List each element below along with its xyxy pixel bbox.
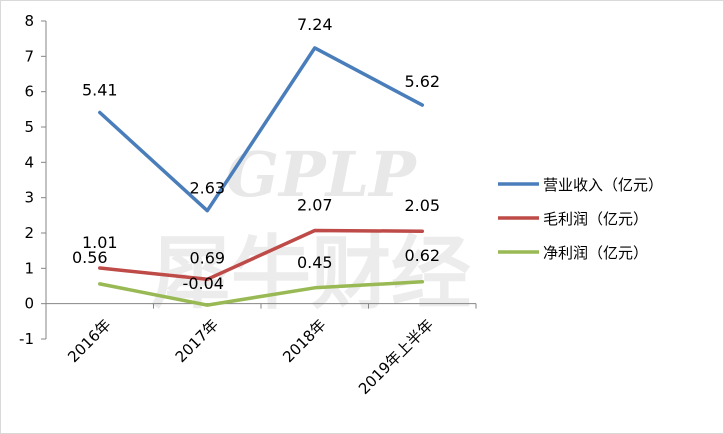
y-tick-label: -1 [19, 330, 34, 348]
data-label: 1.01 [82, 233, 118, 252]
y-tick-label: 7 [24, 47, 34, 65]
watermark-latin: GPLP [226, 138, 418, 211]
series-line-2 [98, 280, 425, 307]
legend-entry: 净利润（亿元） [543, 244, 648, 262]
y-tick-label: 6 [24, 83, 34, 101]
data-label: 5.41 [82, 81, 118, 100]
y-tick-label: 0 [24, 295, 34, 313]
data-labels: 5.41 2.63 7.24 5.62 1.01 0.69 2.07 2.05 0.56 -0.0… [72, 15, 440, 293]
data-label: 0.62 [404, 246, 440, 265]
y-tick-label: 2 [24, 224, 34, 242]
legend-entry: 毛利润（亿元） [543, 210, 648, 228]
data-label: -0.04 [183, 274, 224, 293]
x-tick-label: 2019年上半年 [355, 316, 437, 398]
x-tick-label: 2018年 [279, 316, 329, 366]
legend: 营业收入（亿元） 毛利润（亿元） 净利润（亿元） [498, 176, 663, 262]
data-label: 0.69 [189, 248, 225, 267]
y-tick-label: 4 [24, 153, 34, 171]
y-tick-label: 5 [24, 118, 34, 136]
data-label: 0.45 [297, 253, 333, 272]
x-tick-label: 2017年 [172, 316, 222, 366]
series-lines [98, 46, 425, 307]
data-label: 7.24 [297, 15, 333, 34]
legend-entry: 营业收入（亿元） [543, 176, 663, 194]
data-label: 5.62 [404, 72, 440, 91]
data-label: 2.05 [404, 196, 440, 215]
data-label: 2.63 [189, 179, 225, 198]
y-tick-label: 3 [24, 189, 34, 207]
series-line-1 [98, 228, 425, 282]
data-label: 0.56 [72, 248, 108, 267]
y-tick-label: 8 [24, 12, 34, 30]
data-label: 2.07 [297, 196, 333, 215]
series-line-0 [98, 46, 425, 213]
x-tick-label: 2016年 [64, 316, 114, 366]
y-tick-label: 1 [24, 259, 34, 277]
